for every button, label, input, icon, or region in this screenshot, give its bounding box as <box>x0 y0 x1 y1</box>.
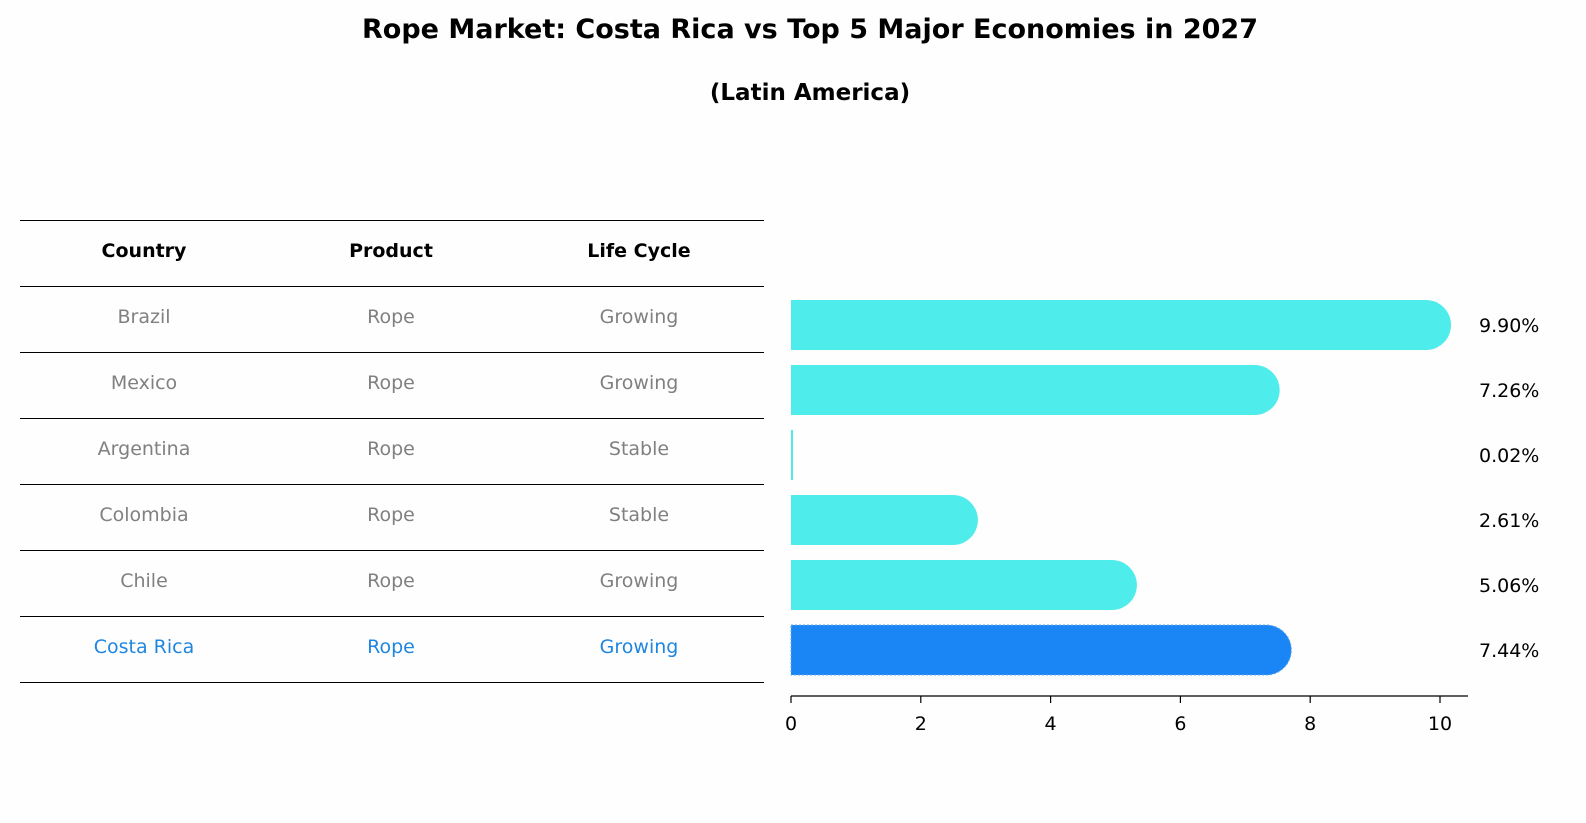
cell-product: Rope <box>367 438 415 460</box>
cell-life-cycle: Stable <box>608 504 670 526</box>
x-tick-label: 10 <box>1428 713 1452 735</box>
table-rule <box>20 616 764 617</box>
cell-country: Chile <box>120 570 168 592</box>
bar-value-label: 9.90% <box>1479 315 1539 337</box>
cell-product: Rope <box>367 570 415 592</box>
chart-subtitle: (Latin America) <box>709 80 911 106</box>
bar-value-label: 5.06% <box>1479 575 1539 597</box>
cell-country: Costa Rica <box>93 636 195 658</box>
header-life-cycle: Life Cycle <box>587 240 691 262</box>
bar-value-label: 7.26% <box>1479 380 1539 402</box>
bar <box>791 560 1137 610</box>
table-rule <box>20 682 764 683</box>
cell-product: Rope <box>367 306 415 328</box>
cell-life-cycle: Growing <box>599 372 679 394</box>
cell-life-cycle: Growing <box>599 306 679 328</box>
bar-value-label: 2.61% <box>1479 510 1539 532</box>
x-tick-label: 0 <box>785 713 797 735</box>
table-rule <box>20 286 764 287</box>
x-tick-label: 4 <box>1045 713 1057 735</box>
bar-value-label: 7.44% <box>1479 640 1539 662</box>
cell-country: Brazil <box>117 306 171 328</box>
bar-highlight-outline <box>790 624 1292 676</box>
cell-life-cycle: Growing <box>599 636 679 658</box>
table-rule <box>20 484 764 485</box>
table-rule <box>20 550 764 551</box>
bar <box>791 300 1452 350</box>
cell-product: Rope <box>367 372 415 394</box>
bar-value-label: 0.02% <box>1479 445 1539 467</box>
chart-title: Rope Market: Costa Rica vs Top 5 Major E… <box>362 14 1258 45</box>
bar <box>791 625 1292 675</box>
bar <box>791 430 793 480</box>
cell-product: Rope <box>367 636 415 658</box>
table-rule <box>20 352 764 353</box>
x-tick-label: 8 <box>1304 713 1316 735</box>
x-tick-label: 2 <box>915 713 927 735</box>
cell-life-cycle: Growing <box>599 570 679 592</box>
cell-country: Argentina <box>97 438 191 460</box>
cell-life-cycle: Stable <box>608 438 670 460</box>
table-rule <box>20 418 764 419</box>
table-rule <box>20 220 764 221</box>
header-country: Country <box>101 240 187 262</box>
x-tick-label: 6 <box>1174 713 1186 735</box>
cell-product: Rope <box>367 504 415 526</box>
cell-country: Mexico <box>110 372 178 394</box>
bar <box>791 495 978 545</box>
header-product: Product <box>349 240 433 262</box>
bar <box>791 365 1280 415</box>
cell-country: Colombia <box>99 504 189 526</box>
